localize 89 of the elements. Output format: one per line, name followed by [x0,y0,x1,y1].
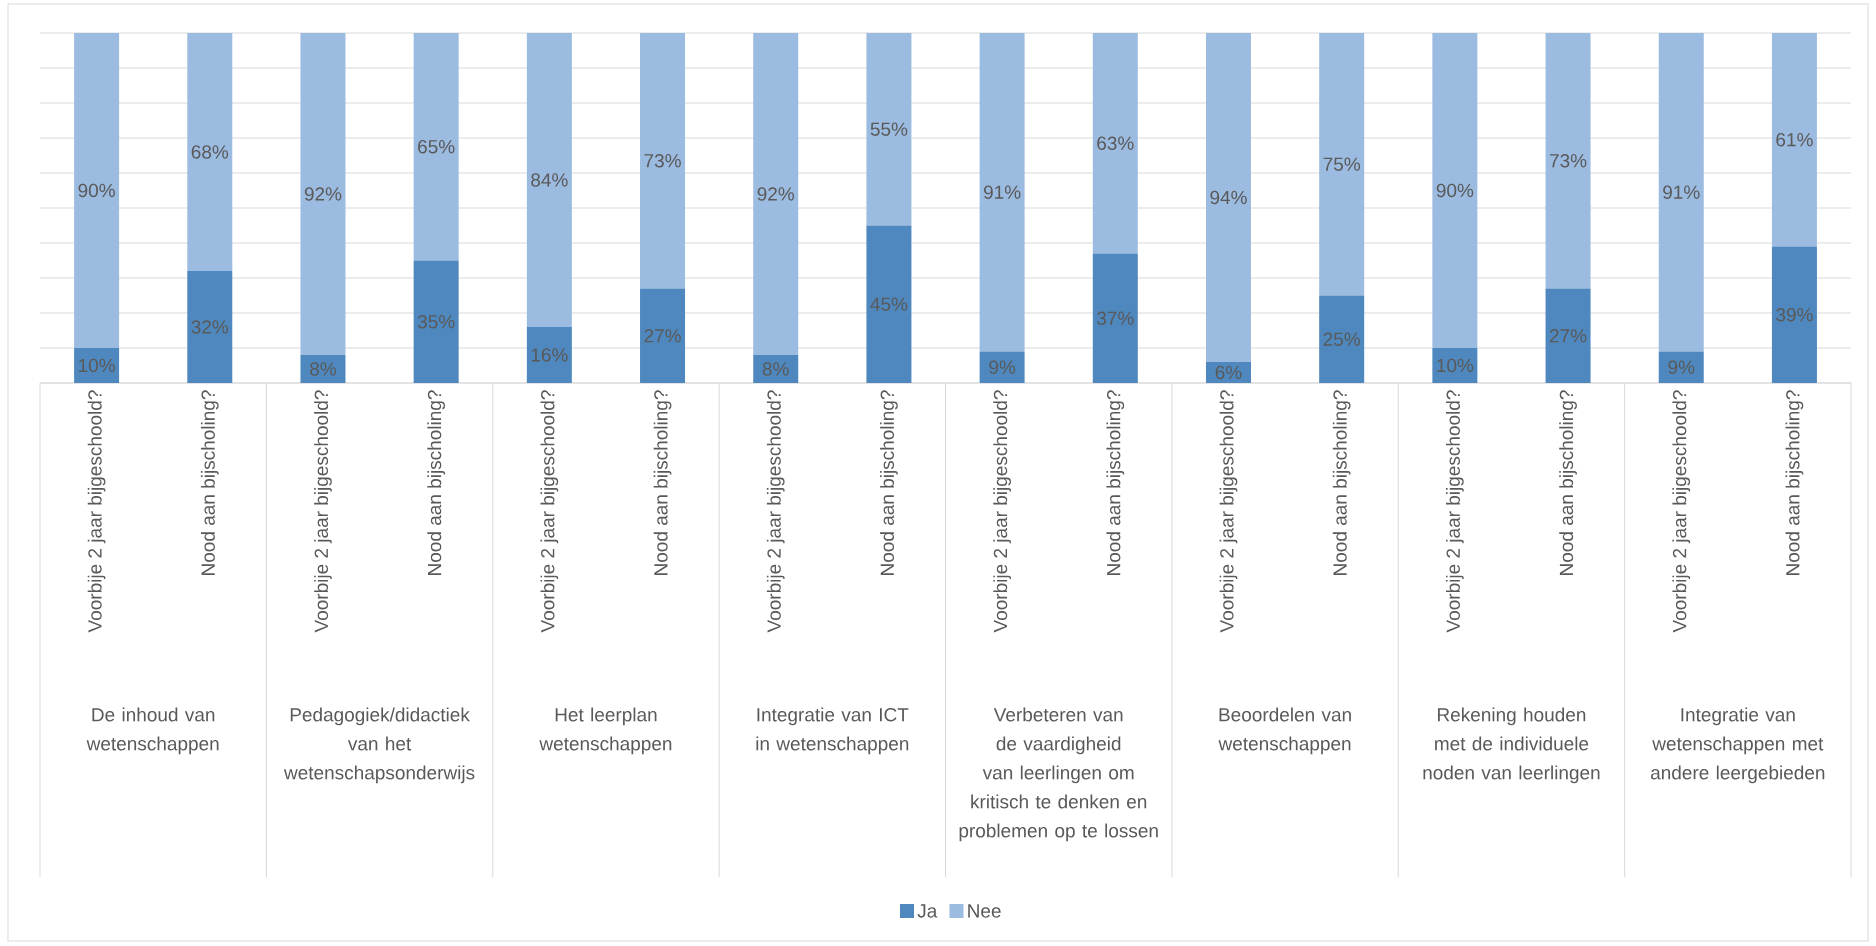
x-tick-label: Nood aan bijscholing? [1785,390,1804,575]
bar [1319,32,1365,296]
bar [413,260,459,383]
x-tick-label: Nood aan bijscholing? [880,390,898,575]
text: Het leerplan wetenschappen [539,707,672,755]
x-tick-label: Voorbije 2 jaar bijgeschoold? [1672,390,1691,633]
legend-label: Nee [968,904,1001,918]
data-label: 8% [310,362,337,376]
text: Integratie van ICT in wetenschappen [756,707,909,755]
data-label: 27% [1549,329,1587,343]
data-label: 55% [870,122,908,136]
x-tick-label: Nood aan bijscholing? [1559,390,1577,575]
bar [753,32,799,355]
data-label: 91% [1663,185,1700,199]
bar [1658,351,1704,383]
data-label: 35% [417,315,455,329]
legend-label: Ja [917,904,938,918]
data-label: 45% [870,297,908,311]
data-label: 75% [1323,157,1361,171]
bar [1092,32,1138,254]
bar [1432,347,1478,383]
text: Beoordelen van wetenschappen [1218,707,1351,755]
data-label: 91% [983,185,1021,199]
bar [866,225,912,383]
data-label: 65% [418,140,455,154]
bar [640,32,686,289]
data-label: 90% [1436,183,1474,198]
bar [74,347,120,383]
bar [979,351,1025,383]
bar [866,32,912,226]
bar [526,32,572,327]
x-tick-label: Voorbije 2 jaar bijgeschoold? [1219,390,1238,633]
data-label: 10% [1437,358,1474,373]
x-tick-label: Nood aan bijscholing? [653,390,672,575]
data-label: 73% [1550,154,1587,168]
bar [1771,32,1817,247]
bar [1771,246,1817,383]
text: Verbeteren van de vaardigheid van leerlingen om kritisch te denken en problemen op te lossen [959,707,1158,842]
x-tick-label: Voorbije 2 jaar bijgeschoold? [314,390,332,633]
bar [1092,253,1138,383]
bar [74,32,120,348]
x-tick-label: Voorbije 2 jaar bijgeschoold? [993,390,1011,633]
text: Pedagogiek/didactiek van het wetenschapsonderwijs [283,707,475,784]
x-tick-label: Voorbije 2 jaar bijgeschoold? [766,390,785,633]
data-label: 32% [191,320,229,334]
data-label: 90% [78,183,115,198]
bar [1319,295,1365,383]
data-label: 8% [762,362,789,376]
data-label: 84% [531,173,568,187]
bar [1205,32,1251,362]
text: De inhoud van wetenschappen [86,707,219,755]
data-label: 94% [1210,190,1247,205]
x-tick-label: Voorbije 2 jaar bijgeschoold? [87,390,106,633]
data-label: 9% [989,360,1016,374]
data-label: 25% [1323,332,1361,346]
data-label: 16% [531,348,568,362]
data-label: 63% [1097,136,1134,150]
data-label: 92% [757,187,795,201]
x-tick-label: Nood aan bijscholing? [427,390,446,575]
bar [1658,32,1704,352]
x-tick-label: Voorbije 2 jaar bijgeschoold? [540,390,559,633]
bar [979,32,1025,352]
bar [1545,32,1591,289]
x-tick-label: Nood aan bijscholing? [1106,390,1125,575]
data-label: 61% [1776,133,1813,147]
bar [187,32,233,271]
x-tick-label: Voorbije 2 jaar bijgeschoold? [1446,390,1464,633]
data-label: 92% [304,187,342,201]
text: Integratie van wetenschappen met andere leergebieden [1650,707,1825,784]
data-label: 68% [191,145,229,159]
bar [753,354,799,383]
bar [413,32,459,261]
bar [1432,32,1478,348]
x-tick-label: Nood aan bijscholing? [200,390,219,575]
data-label: 39% [1776,308,1813,322]
data-label: 73% [644,154,681,168]
bar [187,270,233,383]
bar [640,288,686,383]
data-label: 10% [79,358,115,373]
bar [300,354,346,383]
data-label: 27% [644,329,681,343]
bar [526,326,572,383]
bar [300,32,346,355]
bar [1545,288,1591,383]
x-tick-label: Nood aan bijscholing? [1332,390,1351,575]
data-label: 9% [1668,360,1695,374]
text: Rekening houden met de individuele noden van leerlingen [1423,707,1600,784]
data-label: 6% [1215,365,1242,380]
data-label: 37% [1097,311,1134,325]
